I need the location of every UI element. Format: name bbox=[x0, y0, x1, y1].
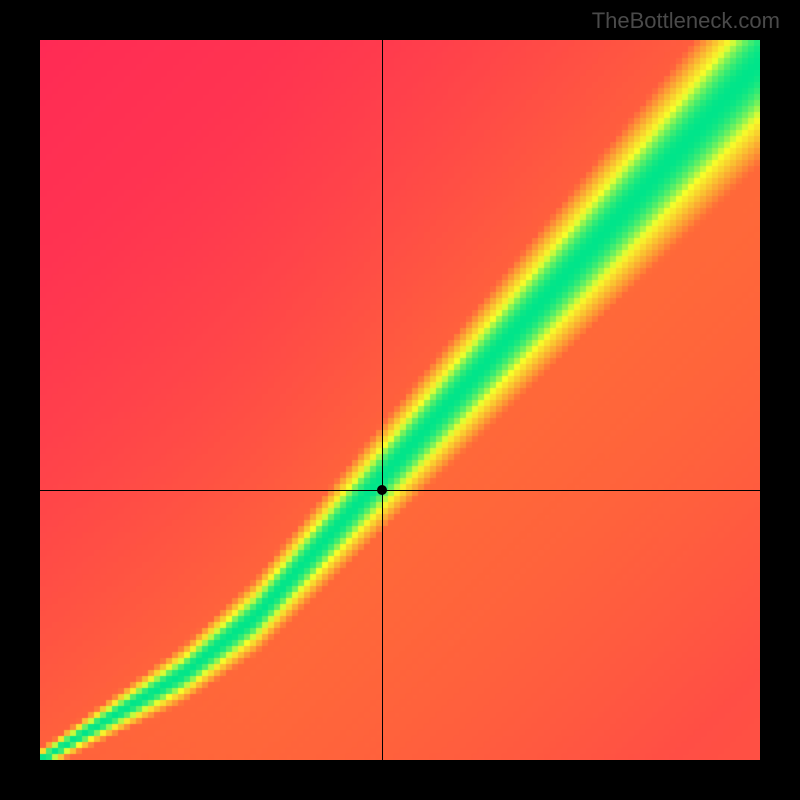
crosshair-vertical bbox=[382, 40, 383, 760]
watermark-text: TheBottleneck.com bbox=[592, 8, 780, 34]
crosshair-horizontal bbox=[40, 490, 760, 491]
bottleneck-heatmap bbox=[40, 40, 760, 760]
crosshair-marker bbox=[377, 485, 387, 495]
heatmap-canvas bbox=[40, 40, 760, 760]
